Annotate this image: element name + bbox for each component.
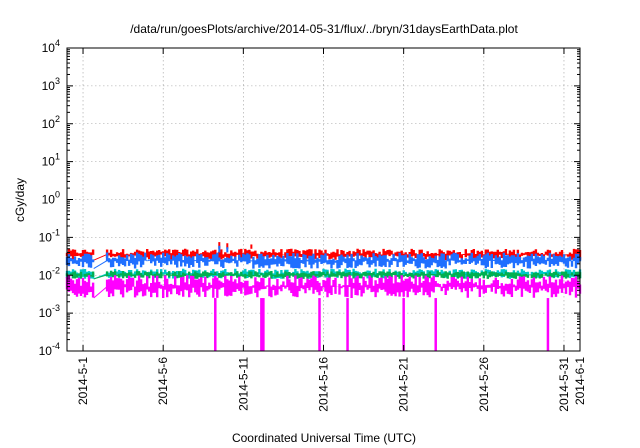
gap-connector [93, 254, 108, 261]
x-tick-label: 2014-5-26 [477, 357, 491, 412]
y-tick-label: 10-2 [39, 265, 60, 282]
data-series-before-gap [65, 275, 95, 298]
x-tick-label: 2014-5-16 [317, 357, 331, 412]
y-tick-label: 100 [42, 190, 60, 207]
y-tick-label: 103 [42, 76, 60, 93]
y-tick-label: 10-4 [39, 341, 60, 358]
plot-area [65, 242, 582, 351]
gap-connector [93, 260, 108, 270]
x-tick-labels: 2014-5-1 2014-5-6 2014-5-11 2014-5-16 2014-5… [76, 357, 587, 412]
x-tick-label: 2014-6-1 [573, 357, 587, 405]
x-tick-label: 2014-5-11 [236, 357, 250, 411]
y-tick-label: 10-3 [39, 303, 60, 320]
y-tick-label: 101 [42, 152, 60, 169]
y-axis-label: cGy/day [13, 178, 27, 222]
x-axis-label: Coordinated Universal Time (UTC) [232, 431, 416, 445]
x-tick-label: 2014-5-21 [397, 357, 411, 412]
data-series-after-gap [105, 252, 582, 269]
gap-connector [93, 286, 108, 299]
x-tick-label: 2014-5-1 [76, 357, 90, 405]
y-tick-label: 104 [42, 38, 60, 55]
x-tick-label: 2014-5-31 [557, 357, 571, 412]
x-tick-label: 2014-5-6 [156, 357, 170, 405]
y-tick-labels: 10-4 10-3 10-2 10-1 100 101 102 103 104 [39, 38, 60, 358]
data-series-after-gap [105, 270, 582, 279]
grid [67, 48, 581, 351]
chart-title: /data/run/goesPlots/archive/2014-05-31/f… [130, 22, 518, 36]
y-tick-label: 102 [42, 114, 60, 131]
y-tick-label: 10-1 [39, 227, 60, 244]
gap-connector [93, 274, 108, 280]
data-series-after-gap [105, 275, 582, 298]
axis-ticks [67, 47, 581, 352]
